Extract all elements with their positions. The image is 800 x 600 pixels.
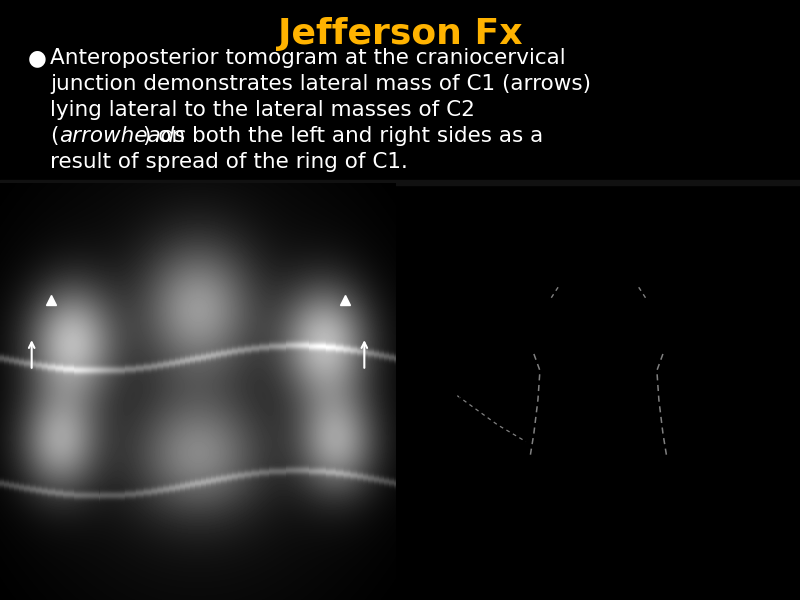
Text: © 1999 David Klemm: © 1999 David Klemm	[674, 584, 796, 594]
Text: Anteroposterior tomogram at the craniocervical: Anteroposterior tomogram at the cranioce…	[50, 48, 566, 68]
Text: Lateral
mass: Lateral mass	[719, 290, 760, 318]
Text: Lateral
mass: Lateral mass	[449, 373, 490, 401]
Text: result of spread of the ring of C1.: result of spread of the ring of C1.	[50, 152, 408, 172]
Text: Lateral
mass: Lateral mass	[437, 290, 478, 318]
Text: C1: C1	[580, 306, 598, 319]
Text: ●: ●	[28, 48, 46, 68]
Text: C2: C2	[578, 410, 595, 423]
Text: lying lateral to the lateral masses of C2: lying lateral to the lateral masses of C…	[50, 100, 475, 120]
Text: ) on both the left and right sides as a: ) on both the left and right sides as a	[143, 126, 543, 146]
Text: arrowheads: arrowheads	[59, 126, 186, 146]
Text: junction demonstrates lateral mass of C1 (arrows): junction demonstrates lateral mass of C1…	[50, 74, 591, 94]
Text: (: (	[50, 126, 58, 146]
Text: Lateral
mass: Lateral mass	[698, 377, 740, 406]
Text: Jefferson Fx: Jefferson Fx	[278, 17, 522, 51]
